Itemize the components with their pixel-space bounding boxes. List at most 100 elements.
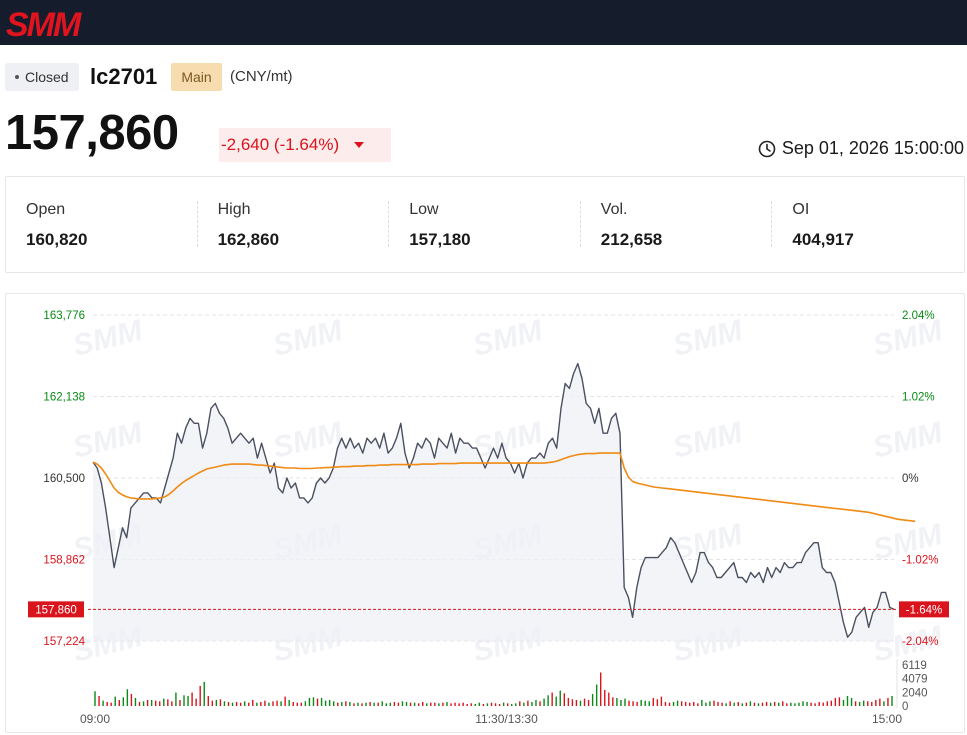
- main-contract-tag: Main: [171, 63, 222, 91]
- volume-bar: [725, 703, 727, 706]
- volume-bar: [628, 700, 630, 706]
- y-axis-price-label: 163,776: [43, 310, 85, 322]
- stat-label: OI: [792, 201, 810, 218]
- volume-bar: [879, 698, 881, 706]
- volume-bar: [494, 703, 497, 706]
- stat-value: 160,820: [26, 230, 88, 249]
- y-axis-percent-label: -1.02%: [902, 555, 938, 567]
- volume-bar: [753, 702, 756, 706]
- price-series-line: [92, 362, 895, 638]
- intraday-chart-panel[interactable]: SMM SMM SMM SMM SMM SMM SMM SMM SMM SMM SMM SMM SMM S…: [5, 293, 965, 733]
- x-axis-label: 11:30/13:30: [475, 712, 538, 726]
- volume-bar: [887, 697, 889, 706]
- volume-bar: [417, 703, 420, 706]
- volume-bar: [316, 698, 319, 706]
- chart-watermark: SMM: [270, 314, 347, 363]
- volume-bar: [126, 689, 129, 706]
- volume-bar: [713, 700, 715, 706]
- volume-bar: [490, 702, 493, 706]
- volume-bar: [531, 701, 533, 706]
- volume-bar: [624, 698, 626, 706]
- volume-bar: [575, 699, 578, 706]
- volume-bar: [332, 701, 335, 706]
- volume-bar: [854, 701, 857, 706]
- volume-bar: [583, 698, 586, 706]
- volume-bar: [256, 702, 258, 706]
- stat-open: Open 160,820: [6, 177, 198, 272]
- quote-timestamp: Sep 01, 2026 15:00:00: [758, 138, 964, 159]
- volume-bar: [413, 702, 416, 706]
- volume-bar: [527, 700, 529, 706]
- volume-bar: [446, 701, 448, 706]
- timestamp-text: Sep 01, 2026 15:00:00: [781, 138, 964, 158]
- volume-bar: [365, 702, 367, 706]
- volume-bar: [324, 700, 327, 706]
- volume-bar: [790, 702, 792, 706]
- y-axis-percent-label: 1.02%: [902, 392, 935, 404]
- smm-logo[interactable]: SMM: [4, 5, 104, 41]
- volume-bar: [664, 701, 667, 706]
- volume-bar: [369, 701, 371, 706]
- volume-bar: [328, 699, 331, 706]
- volume-bar: [693, 701, 695, 706]
- volume-bar: [442, 702, 444, 706]
- volume-bar: [401, 701, 404, 706]
- volume-bar: [535, 699, 537, 706]
- volume-bar: [830, 700, 833, 706]
- volume-axis-label: 4079: [902, 674, 928, 686]
- volume-bar: [612, 697, 614, 706]
- volume-axis-label: 2040: [902, 687, 928, 699]
- volume-bar: [252, 699, 254, 706]
- volume-bar: [482, 703, 485, 706]
- volume-bar: [284, 696, 286, 706]
- volume-bar: [191, 692, 193, 706]
- volume-bar: [341, 701, 343, 706]
- volume-bar: [705, 702, 707, 706]
- volume-bar: [478, 702, 481, 706]
- volume-bar: [373, 702, 375, 706]
- volume-bar: [862, 700, 865, 706]
- volume-bar: [280, 701, 282, 706]
- volume-bar: [786, 703, 788, 706]
- volume-bar: [195, 698, 197, 706]
- volume-bar: [458, 703, 460, 706]
- volume-bar: [498, 703, 501, 706]
- volume-bar: [430, 702, 432, 706]
- volume-bar: [689, 702, 691, 706]
- price-change-badge: -2,640 (-1.64%): [219, 128, 391, 162]
- volume-bar: [409, 702, 412, 706]
- volume-bar: [867, 701, 869, 706]
- volume-bar: [134, 697, 137, 706]
- volume-bar: [454, 702, 456, 706]
- volume-bar: [871, 701, 873, 706]
- volume-bar: [729, 701, 731, 706]
- volume-bar: [519, 701, 521, 706]
- last-price-badge: [28, 601, 84, 618]
- y-axis-percent-label: 0%: [902, 473, 919, 485]
- volume-bar: [264, 700, 266, 706]
- volume-bar: [470, 703, 472, 706]
- volume-bar: [858, 701, 861, 706]
- volume-bar: [515, 703, 517, 706]
- last-price: 157,860: [5, 106, 179, 160]
- volume-bar: [167, 699, 169, 706]
- volume-bar: [434, 702, 436, 706]
- volume-bar: [600, 672, 602, 706]
- volume-bar: [438, 703, 440, 706]
- volume-bar: [761, 702, 764, 706]
- volume-bar: [300, 702, 303, 706]
- volume-bar: [656, 699, 659, 706]
- volume-bar: [486, 703, 489, 706]
- y-axis-percent-label: 2.04%: [902, 310, 935, 322]
- volume-bar: [846, 695, 849, 706]
- volume-bar: [668, 702, 671, 706]
- last-change-badge-label: -1.64%: [906, 604, 942, 616]
- last-change-badge: [899, 601, 949, 618]
- volume-bar: [405, 701, 408, 706]
- volume-bar: [397, 702, 400, 706]
- volume-bar: [163, 698, 165, 706]
- x-axis-label: 09:00: [80, 712, 110, 726]
- volume-bar: [802, 701, 804, 706]
- volume-bar: [697, 703, 699, 706]
